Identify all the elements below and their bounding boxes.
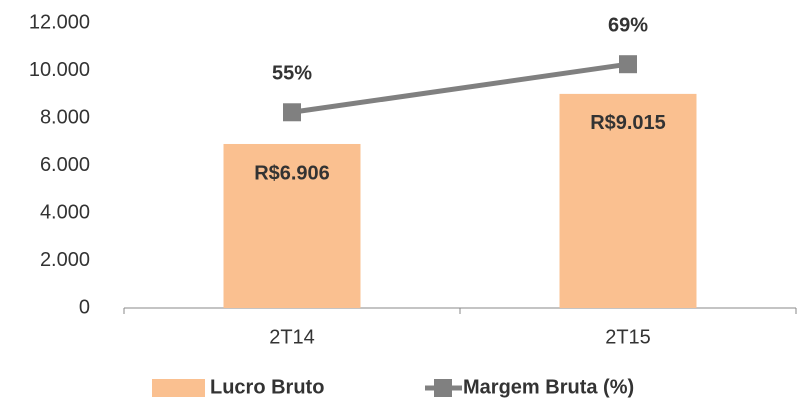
y-tick-label: 12.000: [29, 11, 90, 33]
y-tick-label: 0: [79, 296, 90, 318]
y-tick-label: 8.000: [40, 106, 90, 128]
line-marker: [283, 103, 301, 122]
bar-label: R$9.015: [590, 112, 666, 134]
line: [291, 61, 629, 115]
y-tick-label: 6.000: [40, 154, 90, 176]
bar-label: R$6.906: [254, 162, 330, 184]
y-tick-label: 2.000: [40, 249, 90, 271]
legend-swatch: [152, 379, 205, 397]
line-label: 69%: [608, 14, 648, 36]
y-tick-label: 10.000: [29, 59, 90, 81]
y-tick-label: 4.000: [40, 201, 90, 223]
bar: [559, 93, 697, 308]
x-tick-label: 2T15: [605, 326, 651, 348]
bar: [223, 143, 361, 308]
legend-swatch: [434, 379, 452, 397]
line-marker: [619, 55, 637, 74]
legend-label: Margem Bruta (%): [463, 376, 634, 398]
x-tick-label: 2T14: [269, 326, 315, 348]
line-label: 55%: [272, 63, 312, 85]
legend-label: Lucro Bruto: [210, 376, 324, 398]
